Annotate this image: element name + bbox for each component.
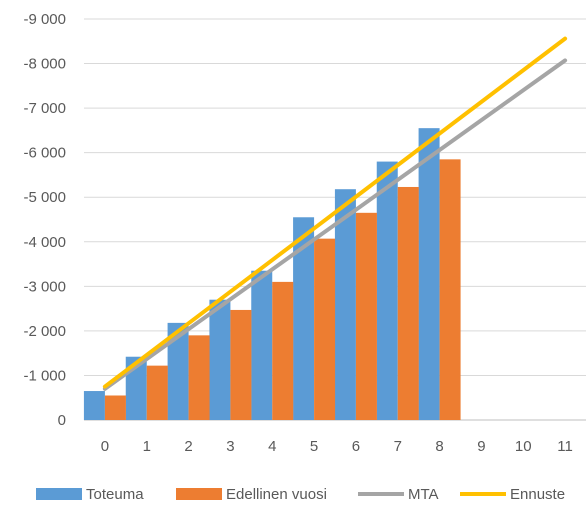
y-tick-label: 0: [58, 412, 66, 429]
x-tick-label: 8: [435, 438, 443, 455]
legend-label: MTA: [408, 486, 439, 503]
x-tick-label: 6: [352, 438, 360, 455]
bar-toteuma: [334, 189, 356, 420]
y-tick-label: -2 000: [23, 323, 66, 340]
x-tick-label: 0: [101, 438, 109, 455]
bar-edellinen-vuosi: [146, 365, 168, 420]
y-tick-label: -3 000: [23, 278, 66, 295]
y-tick-label: -4 000: [23, 234, 66, 251]
legend-swatch-edellinen-vuosi: [176, 488, 222, 500]
lines: [102, 36, 568, 391]
bar-toteuma: [418, 128, 440, 420]
y-tick-label: -9 000: [23, 11, 66, 28]
bar-edellinen-vuosi: [397, 186, 419, 420]
bar-edellinen-vuosi: [355, 212, 377, 420]
y-tick-label: -7 000: [23, 100, 66, 117]
legend: Toteuma Edellinen vuosi MTA Ennuste: [36, 486, 565, 503]
y-tick-label: -1 000: [23, 367, 66, 384]
y-tick-label: -6 000: [23, 145, 66, 162]
bar-edellinen-vuosi: [188, 335, 210, 420]
line-ennuste: [102, 36, 568, 389]
x-tick-label: 3: [226, 438, 234, 455]
x-tick-label: 1: [143, 438, 151, 455]
line-mta: [102, 58, 568, 391]
bar-toteuma: [209, 299, 231, 420]
legend-label: Toteuma: [86, 486, 144, 503]
bar-edellinen-vuosi: [230, 309, 252, 420]
y-tick-label: -8 000: [23, 56, 66, 73]
y-tick-label: -5 000: [23, 189, 66, 206]
bar-edellinen-vuosi: [104, 395, 126, 420]
bar-toteuma: [376, 161, 398, 421]
bar-toteuma: [83, 391, 105, 420]
x-tick-label: 2: [184, 438, 192, 455]
bar-edellinen-vuosi: [272, 281, 294, 420]
bar-toteuma: [167, 322, 189, 420]
axes: 0 -1 000 -2 000 -3 000 -4 000 -5 000 -6 000 -7 …: [23, 11, 572, 455]
x-tick-label: 10: [515, 438, 532, 455]
bars: [83, 128, 461, 421]
x-tick-label: 9: [477, 438, 485, 455]
bar-edellinen-vuosi: [439, 159, 461, 420]
legend-label: Ennuste: [510, 486, 565, 503]
bar-toteuma: [251, 270, 273, 420]
x-tick-label: 11: [557, 438, 573, 455]
x-tick-label: 4: [268, 438, 276, 455]
bar-edellinen-vuosi: [314, 238, 336, 420]
x-tick-label: 5: [310, 438, 318, 455]
legend-label: Edellinen vuosi: [226, 486, 327, 503]
bar-toteuma: [293, 217, 315, 420]
x-tick-label: 7: [394, 438, 402, 455]
legend-swatch-toteuma: [36, 488, 82, 500]
